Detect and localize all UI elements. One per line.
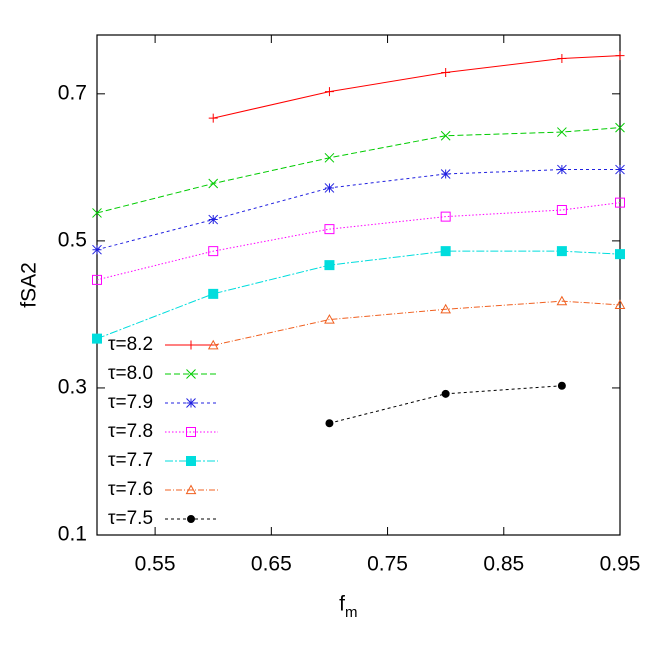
legend-entry: τ=8.0 [108, 363, 218, 384]
x-tick-label: 0.75 [367, 553, 408, 576]
marker [557, 54, 567, 64]
series-line [96, 169, 620, 251]
series-line [96, 202, 621, 281]
marker [92, 244, 102, 255]
x-tick-label: 0.55 [135, 553, 176, 576]
x-axis-label-sub: m [345, 604, 358, 621]
legend-label: τ=7.8 [108, 421, 153, 442]
marker [614, 299, 626, 309]
legend-marker [185, 484, 197, 495]
marker [208, 113, 218, 123]
legend-label: τ=7.9 [108, 392, 153, 413]
marker [208, 246, 219, 257]
marker [325, 419, 334, 428]
y-tick-label: 0.3 [58, 375, 87, 398]
marker [92, 208, 102, 218]
marker [440, 303, 452, 314]
legend-marker [187, 515, 196, 523]
legend-entry: τ=7.7 [108, 450, 218, 471]
marker [557, 381, 566, 390]
legend-label: τ=7.7 [108, 450, 153, 471]
marker [615, 197, 625, 208]
marker [208, 178, 219, 189]
x-tick-label: 0.95 [600, 553, 641, 576]
legend-marker [186, 340, 196, 350]
marker [556, 205, 567, 215]
series-line [96, 250, 621, 340]
x-tick-label: 0.65 [251, 553, 292, 576]
marker [208, 288, 219, 299]
legend-marker [186, 398, 196, 408]
y-tick-label: 0.7 [58, 81, 87, 104]
marker [557, 164, 567, 175]
marker [440, 169, 451, 179]
y-tick-label: 0.1 [58, 523, 87, 546]
legend-marker [186, 369, 196, 379]
marker [556, 295, 568, 306]
marker [324, 260, 335, 271]
marker [324, 87, 334, 97]
series-line [96, 127, 621, 214]
marker [440, 211, 451, 222]
marker [615, 249, 625, 260]
marker [324, 183, 335, 193]
marker [441, 68, 451, 77]
legend-entry: τ=7.5 [108, 508, 218, 529]
y-axis-label: fSA2 [18, 262, 41, 308]
marker [324, 152, 335, 163]
marker [440, 246, 451, 257]
y-tick-label: 0.5 [58, 228, 87, 251]
legend-label: τ=8.0 [108, 363, 153, 384]
marker [92, 274, 102, 285]
plot-frame [96, 34, 621, 536]
marker [557, 127, 567, 137]
marker [556, 246, 567, 257]
marker [207, 339, 219, 350]
legend-entry: τ=7.9 [108, 392, 218, 413]
marker [615, 122, 625, 133]
marker [615, 164, 625, 175]
series-line [213, 55, 621, 119]
legend-marker [186, 456, 196, 466]
legend-entry: τ=7.6 [108, 479, 218, 500]
x-tick-label: 0.85 [483, 553, 524, 576]
legend-label: τ=8.2 [108, 334, 153, 355]
legend-entry: τ=7.8 [108, 421, 218, 442]
legend-label: τ=7.5 [108, 508, 153, 529]
marker [615, 51, 625, 61]
marker [92, 333, 102, 344]
legend-marker [186, 427, 196, 437]
marker [440, 130, 451, 141]
legend-label: τ=7.6 [108, 479, 153, 500]
x-axis-label: f [339, 593, 345, 616]
marker [324, 224, 335, 235]
legend-entry: τ=8.2 [108, 334, 218, 355]
marker [324, 314, 335, 324]
marker [441, 389, 450, 398]
series-line [213, 300, 621, 346]
marker [208, 214, 219, 225]
